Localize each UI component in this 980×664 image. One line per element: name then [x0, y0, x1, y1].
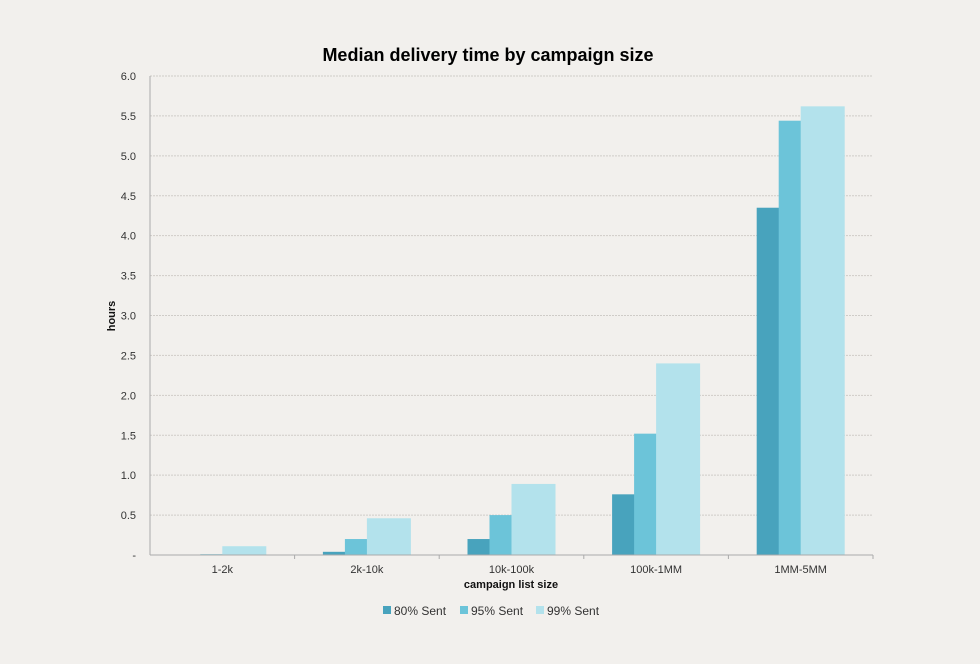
y-tick-label: 0.5	[121, 510, 136, 522]
y-tick-label: 6.0	[121, 71, 136, 83]
chart-title: Median delivery time by campaign size	[322, 45, 653, 65]
legend-label: 99% Sent	[547, 604, 600, 618]
y-tick-label: 2.0	[121, 390, 136, 402]
legend-swatch	[460, 606, 468, 614]
legend-label: 80% Sent	[394, 604, 447, 618]
legend-swatch	[383, 606, 391, 614]
x-tick-label: 2k-10k	[350, 564, 384, 576]
y-tick-label: -	[132, 550, 136, 562]
x-tick-label: 10k-100k	[489, 564, 535, 576]
y-tick-label: 4.0	[121, 231, 136, 243]
bar-99-sent-10k-100k	[511, 483, 556, 555]
x-axis-label: campaign list size	[464, 579, 558, 591]
legend-label: 95% Sent	[471, 604, 524, 618]
y-tick-label: 3.0	[121, 311, 136, 323]
x-tick-label: 100k-1MM	[630, 564, 682, 576]
legend-swatch	[536, 606, 544, 614]
bar-99-sent-1mm-5mm	[800, 106, 845, 555]
y-tick-label: 1.0	[121, 470, 136, 482]
y-tick-label: 5.5	[121, 111, 136, 123]
x-tick-label: 1MM-5MM	[774, 564, 827, 576]
bar-99-sent-100k-1mm	[656, 363, 701, 555]
y-tick-label: 3.5	[121, 271, 136, 283]
y-tick-label: 2.5	[121, 350, 136, 362]
y-axis-label: hours	[106, 301, 118, 332]
y-tick-label: 1.5	[121, 430, 136, 442]
bar-99-sent-1-2k	[222, 546, 267, 555]
y-tick-label: 5.0	[121, 151, 136, 163]
bar-99-sent-2k-10k	[366, 518, 411, 555]
x-tick-label: 1-2k	[212, 564, 234, 576]
y-tick-label: 4.5	[121, 191, 136, 203]
